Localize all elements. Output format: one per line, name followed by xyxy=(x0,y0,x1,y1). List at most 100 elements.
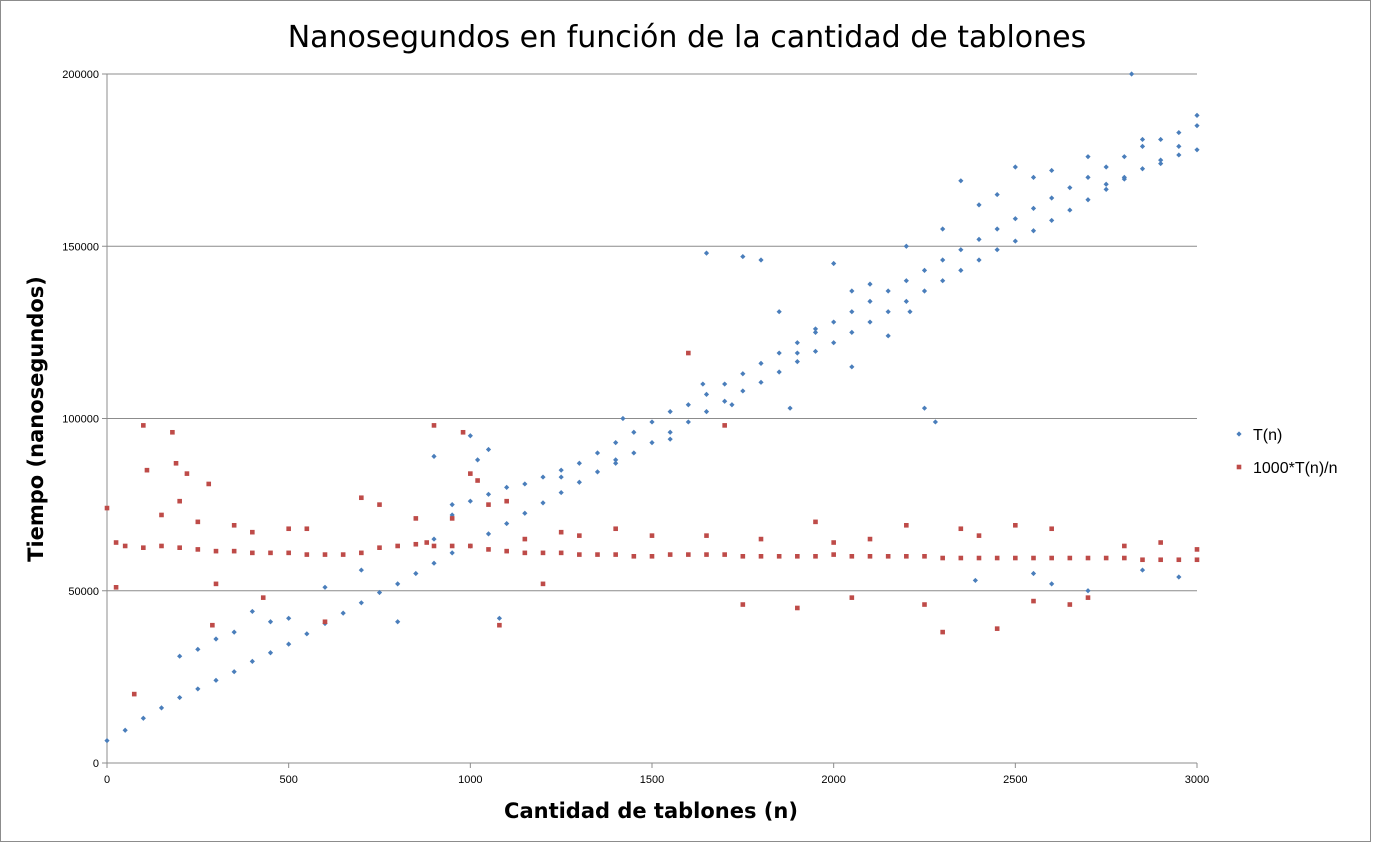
data-point-t xyxy=(1012,216,1018,222)
data-point-t xyxy=(921,405,928,411)
data-point-normalized xyxy=(667,552,673,557)
data-point-normalized xyxy=(431,543,437,549)
data-point-t xyxy=(776,309,782,315)
data-point-t xyxy=(958,247,964,253)
data-point-normalized xyxy=(994,555,1000,561)
data-point-normalized xyxy=(1158,540,1163,545)
data-point-normalized xyxy=(486,547,491,552)
data-point-t xyxy=(812,329,819,335)
data-point-t xyxy=(722,381,728,387)
data-point-t xyxy=(932,419,938,425)
data-point-normalized xyxy=(849,554,855,559)
data-point-t xyxy=(1158,136,1164,143)
data-point-t xyxy=(1121,154,1127,160)
data-point-normalized xyxy=(1194,547,1200,552)
data-point-t xyxy=(1176,129,1182,136)
data-point-t xyxy=(758,379,764,385)
data-point-t xyxy=(1158,160,1164,167)
data-point-normalized xyxy=(413,541,419,547)
data-point-normalized xyxy=(206,481,212,487)
y-tick-label: 0 xyxy=(93,758,99,770)
data-point-normalized xyxy=(558,529,564,535)
data-point-normalized xyxy=(250,550,255,556)
data-point-t xyxy=(1139,143,1146,149)
data-point-normalized xyxy=(758,536,764,542)
data-point-normalized xyxy=(958,555,964,561)
data-point-t xyxy=(921,267,928,273)
data-point-t xyxy=(1085,588,1091,594)
y-tick-label: 200000 xyxy=(62,69,99,81)
data-point-normalized xyxy=(904,554,909,559)
data-point-t xyxy=(758,257,764,263)
data-point-t xyxy=(776,350,782,356)
data-point-normalized xyxy=(849,595,855,600)
data-point-t xyxy=(921,288,928,294)
data-point-t xyxy=(140,715,146,721)
data-point-t xyxy=(631,450,637,456)
data-point-t xyxy=(1139,136,1146,143)
data-point-t xyxy=(649,440,655,446)
data-point-normalized xyxy=(867,554,873,559)
data-point-t xyxy=(631,429,637,435)
data-point-t xyxy=(849,329,855,335)
data-point-t xyxy=(267,650,274,656)
data-point-t xyxy=(940,257,946,263)
data-point-normalized xyxy=(1067,602,1073,607)
data-point-t xyxy=(177,694,183,701)
data-point-t xyxy=(885,309,891,315)
legend-marker-1 xyxy=(1236,464,1242,470)
data-point-t xyxy=(740,371,746,377)
data-point-t xyxy=(195,686,201,692)
data-point-normalized xyxy=(213,581,219,587)
y-axis-title: Tiempo (nanosegundos) xyxy=(24,276,48,562)
data-point-t xyxy=(1049,581,1055,587)
data-point-t xyxy=(1194,123,1200,129)
data-point-t xyxy=(831,340,837,346)
data-point-t xyxy=(496,615,502,621)
data-point-t xyxy=(195,646,201,652)
data-point-t xyxy=(794,350,800,356)
data-point-normalized xyxy=(170,429,175,435)
data-point-t xyxy=(395,619,401,625)
data-point-t xyxy=(322,584,328,590)
data-point-t xyxy=(1158,157,1164,163)
data-point-t xyxy=(340,610,346,616)
data-point-normalized xyxy=(1176,557,1182,563)
data-point-t xyxy=(812,348,819,354)
data-point-normalized xyxy=(304,526,310,532)
data-point-normalized xyxy=(475,478,480,483)
data-point-normalized xyxy=(595,552,600,557)
data-point-normalized xyxy=(468,543,473,549)
data-point-normalized xyxy=(940,629,945,635)
data-point-t xyxy=(1012,164,1018,170)
x-axis-title: Cantidad de tablones (n) xyxy=(504,799,798,823)
data-point-normalized xyxy=(1085,595,1091,600)
data-point-normalized xyxy=(1085,555,1091,561)
data-point-normalized xyxy=(577,533,582,538)
data-point-normalized xyxy=(449,543,455,549)
data-point-t xyxy=(976,236,982,242)
data-point-t xyxy=(794,340,800,346)
data-point-t xyxy=(395,581,401,587)
data-point-t xyxy=(286,641,292,647)
data-point-normalized xyxy=(210,622,215,628)
data-point-t xyxy=(540,500,546,506)
data-point-t xyxy=(1049,217,1055,224)
data-point-t xyxy=(994,247,1000,253)
data-point-t xyxy=(1129,71,1135,77)
data-point-normalized xyxy=(613,526,618,532)
data-point-t xyxy=(994,191,1000,198)
data-point-t xyxy=(231,669,237,675)
data-point-normalized xyxy=(704,552,709,557)
data-point-t xyxy=(649,419,655,425)
data-point-normalized xyxy=(976,533,982,538)
data-point-t xyxy=(703,409,710,415)
chart-title: Nanosegundos en función de la cantidad d… xyxy=(288,20,1087,55)
data-point-t xyxy=(867,281,873,287)
data-point-t xyxy=(540,474,546,480)
data-point-normalized xyxy=(159,543,164,549)
x-tick-label: 1500 xyxy=(640,774,664,786)
data-point-normalized xyxy=(377,545,382,550)
data-point-t xyxy=(613,457,619,463)
data-point-normalized xyxy=(722,552,727,557)
